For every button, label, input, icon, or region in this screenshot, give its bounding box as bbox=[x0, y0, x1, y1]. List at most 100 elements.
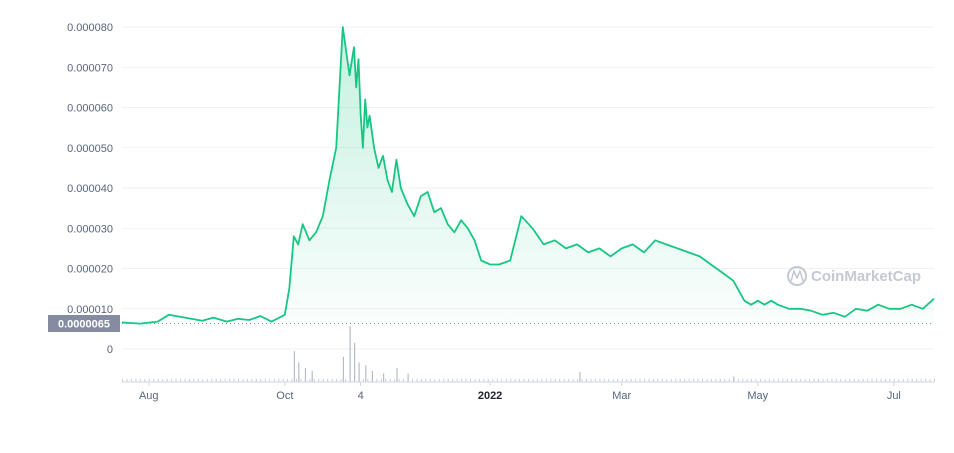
volume-bar bbox=[376, 379, 378, 382]
volume-bar bbox=[389, 379, 391, 382]
volume-bar bbox=[298, 362, 300, 382]
y-tick-label: 0.000080 bbox=[67, 22, 113, 34]
volume-bar bbox=[809, 379, 811, 382]
volume-bar bbox=[826, 379, 828, 382]
volume-bar bbox=[291, 379, 293, 382]
volume-bar bbox=[224, 379, 226, 382]
volume-bar bbox=[342, 356, 344, 382]
volume-bar bbox=[688, 379, 690, 382]
volume-bar bbox=[523, 379, 525, 382]
volume-bar bbox=[322, 379, 324, 382]
volume-bar bbox=[130, 379, 132, 382]
volume-bar bbox=[220, 379, 222, 382]
volume-bar bbox=[862, 379, 864, 382]
volume-bar bbox=[876, 379, 877, 382]
y-tick-label: 0.000030 bbox=[67, 223, 113, 235]
volume-bar bbox=[175, 379, 177, 382]
volume-bar bbox=[447, 379, 449, 382]
volume-zero-label: 0 bbox=[107, 344, 113, 356]
volume-bar bbox=[813, 379, 815, 382]
y-tick-label: 0.000040 bbox=[67, 183, 113, 195]
volume-bar bbox=[742, 379, 744, 382]
volume-bar bbox=[193, 379, 195, 382]
volume-bar bbox=[867, 379, 869, 382]
volume-bar bbox=[229, 379, 231, 382]
price-area bbox=[121, 26, 935, 325]
volume-bar bbox=[148, 379, 150, 382]
volume-bar bbox=[532, 379, 534, 382]
volume-bar bbox=[693, 379, 695, 382]
volume-bar bbox=[648, 379, 650, 382]
volume-bar bbox=[126, 379, 128, 382]
volume-bar bbox=[215, 379, 217, 382]
volume-bar bbox=[541, 379, 543, 382]
volume-bar bbox=[264, 379, 266, 382]
watermark-text: CoinMarketCap bbox=[811, 268, 921, 285]
volume-bar bbox=[269, 379, 271, 382]
volume-bar bbox=[893, 379, 895, 382]
volume-bar bbox=[608, 379, 610, 382]
volume-bar bbox=[755, 379, 757, 382]
y-tick-label: 0.000050 bbox=[67, 143, 113, 155]
volume-bar bbox=[492, 379, 494, 382]
volume-bar bbox=[920, 379, 922, 382]
volume-bar bbox=[545, 379, 547, 382]
volume-bar bbox=[599, 379, 601, 382]
volume-bar bbox=[889, 379, 891, 382]
volume-bar bbox=[880, 379, 882, 382]
volume-bar bbox=[786, 379, 788, 382]
volume-bar bbox=[452, 379, 454, 382]
volume-bar bbox=[501, 379, 503, 382]
volume-bar bbox=[135, 379, 137, 382]
volume-bar bbox=[465, 379, 467, 382]
volume-bar bbox=[345, 379, 347, 382]
volume-bar bbox=[246, 379, 248, 382]
volume-bar bbox=[456, 379, 458, 382]
volume-bar bbox=[380, 379, 382, 382]
volume-bar bbox=[554, 379, 556, 382]
volume-bar bbox=[898, 379, 900, 382]
volume-bar bbox=[929, 379, 931, 382]
volume-bar bbox=[287, 379, 289, 382]
volume-bar bbox=[383, 373, 385, 382]
current-price-badge: 0.0000065 bbox=[48, 315, 120, 332]
volume-bar bbox=[282, 379, 284, 382]
volume-bar bbox=[706, 379, 708, 382]
volume-bar bbox=[684, 379, 686, 382]
volume-bar bbox=[474, 379, 476, 382]
volume-bar bbox=[702, 379, 703, 382]
volume-bar bbox=[304, 368, 307, 382]
volume-bar bbox=[661, 379, 663, 382]
coinmarketcap-logo-icon bbox=[787, 266, 807, 286]
volume-bar bbox=[590, 379, 592, 382]
volume-bar bbox=[710, 379, 712, 382]
volume-bar bbox=[844, 379, 846, 382]
volume-bar bbox=[911, 379, 913, 382]
volume-bar bbox=[171, 379, 173, 382]
volume-bar bbox=[153, 379, 155, 382]
volume-bar bbox=[487, 379, 489, 382]
volume-bar bbox=[581, 379, 583, 382]
volume-bars bbox=[122, 326, 935, 382]
volume-bar bbox=[514, 379, 516, 382]
volume-bar bbox=[670, 379, 672, 382]
volume-bar bbox=[340, 379, 342, 382]
volume-bar bbox=[122, 379, 123, 382]
volume-bar bbox=[536, 379, 538, 382]
volume-bar bbox=[470, 379, 471, 382]
volume-bar bbox=[715, 379, 717, 382]
volume-bar bbox=[777, 379, 779, 382]
volume-bar bbox=[293, 351, 295, 382]
volume-bar bbox=[644, 379, 645, 382]
volume-bar bbox=[197, 379, 199, 382]
volume-bar bbox=[425, 379, 427, 382]
volume-bar bbox=[760, 379, 761, 382]
volume-bar bbox=[278, 379, 280, 382]
volume-bar bbox=[550, 379, 552, 382]
current-price-label: 0.0000065 bbox=[58, 319, 110, 331]
volume-bar bbox=[916, 379, 918, 382]
x-tick-label: 2022 bbox=[478, 390, 502, 402]
volume-bar bbox=[510, 379, 512, 382]
volume-bar bbox=[255, 379, 257, 382]
